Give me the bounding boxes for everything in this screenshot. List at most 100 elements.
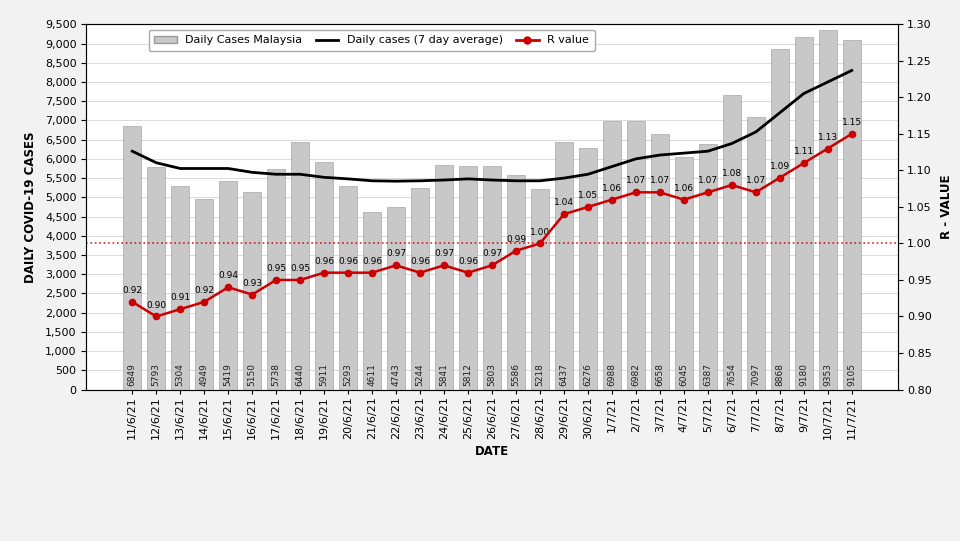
X-axis label: DATE: DATE [475,445,509,458]
R value [415,269,426,276]
Bar [579,148,597,390]
Daily cases (7 day average) [654,152,665,159]
R value [271,277,282,283]
Text: 1.07: 1.07 [698,176,718,186]
Text: 4949: 4949 [200,364,208,386]
R value [463,269,474,276]
Text: 6849: 6849 [128,364,136,386]
Text: 6988: 6988 [608,364,616,386]
Daily cases (7 day average) [726,140,737,147]
Bar [387,207,405,390]
Text: 6276: 6276 [584,364,592,386]
Bar [843,39,861,390]
Bar [171,186,189,390]
Text: 5304: 5304 [176,364,184,386]
Text: 5244: 5244 [416,364,424,386]
Text: 0.92: 0.92 [122,286,142,295]
Daily cases (7 day average) [223,165,234,171]
Bar [483,167,501,390]
Daily cases (7 day average) [822,79,833,85]
Daily cases (7 day average) [319,174,330,181]
R value [558,211,569,217]
R value [247,292,258,298]
Text: 8868: 8868 [776,364,784,386]
Text: 0.96: 0.96 [338,257,358,266]
Text: 0.95: 0.95 [266,264,286,273]
Text: 0.96: 0.96 [410,257,430,266]
Y-axis label: DAILY COVID-19 CASES: DAILY COVID-19 CASES [24,131,36,283]
Text: 1.04: 1.04 [554,199,574,207]
Legend: Daily Cases Malaysia, Daily cases (7 day average), R value: Daily Cases Malaysia, Daily cases (7 day… [149,30,595,51]
Bar [411,188,429,390]
Text: 5803: 5803 [488,364,496,386]
Text: 0.97: 0.97 [386,249,406,259]
Text: 1.00: 1.00 [530,228,550,236]
Daily cases (7 day average) [630,156,641,162]
Text: 0.90: 0.90 [146,301,166,309]
Text: 6440: 6440 [296,364,304,386]
Text: 6982: 6982 [632,364,640,386]
Daily cases (7 day average) [750,129,761,135]
Bar [603,121,621,390]
Bar [675,157,693,390]
R value [175,306,186,313]
R value [606,196,617,203]
R value [127,299,138,305]
R value [367,269,378,276]
Daily cases (7 day average) [271,171,282,177]
Bar [819,30,837,390]
Bar [627,121,645,390]
Daily cases (7 day average) [247,169,258,176]
R value [654,189,665,196]
R value [391,262,402,269]
Bar [723,95,741,390]
Daily cases (7 day average) [678,150,689,156]
Daily cases (7 day average) [606,163,617,170]
Daily cases (7 day average) [582,171,593,177]
Bar [339,186,357,390]
Bar [531,189,549,390]
Text: 0.92: 0.92 [194,286,214,295]
R value [486,262,497,269]
R value [678,196,689,203]
Text: 5218: 5218 [536,364,544,386]
Bar [435,165,453,390]
Daily cases (7 day average) [702,148,713,154]
R value [439,262,450,269]
Bar [651,134,669,390]
Text: 5293: 5293 [344,364,352,386]
Daily cases (7 day average) [846,67,857,74]
Daily cases (7 day average) [367,177,378,184]
R value [750,189,761,196]
R value [534,240,545,247]
R value [702,189,713,196]
Daily cases (7 day average) [439,177,450,183]
Text: 5419: 5419 [224,364,232,386]
Bar [219,181,237,390]
R value [319,269,330,276]
Text: 0.94: 0.94 [218,272,238,280]
R value [223,284,234,291]
Line: R value: R value [130,131,854,320]
Daily cases (7 day average) [343,176,354,182]
R value [295,277,306,283]
Text: 6045: 6045 [680,364,688,386]
Y-axis label: R - VALUE: R - VALUE [941,175,953,239]
Text: 1.09: 1.09 [770,162,790,171]
Text: 0.96: 0.96 [314,257,334,266]
Daily cases (7 day average) [295,171,306,177]
Daily cases (7 day average) [798,90,809,97]
Text: 4743: 4743 [392,364,400,386]
Text: 6658: 6658 [656,364,664,386]
Text: 0.91: 0.91 [170,293,190,302]
Daily cases (7 day average) [534,177,545,184]
Daily cases (7 day average) [391,178,402,184]
Text: 9105: 9105 [848,364,856,386]
Daily cases (7 day average) [415,177,426,184]
Bar [243,192,261,390]
R value [726,182,737,188]
Text: 5812: 5812 [464,364,472,386]
Daily cases (7 day average) [151,160,162,166]
Text: 1.08: 1.08 [722,169,742,178]
Text: 1.15: 1.15 [842,118,862,127]
